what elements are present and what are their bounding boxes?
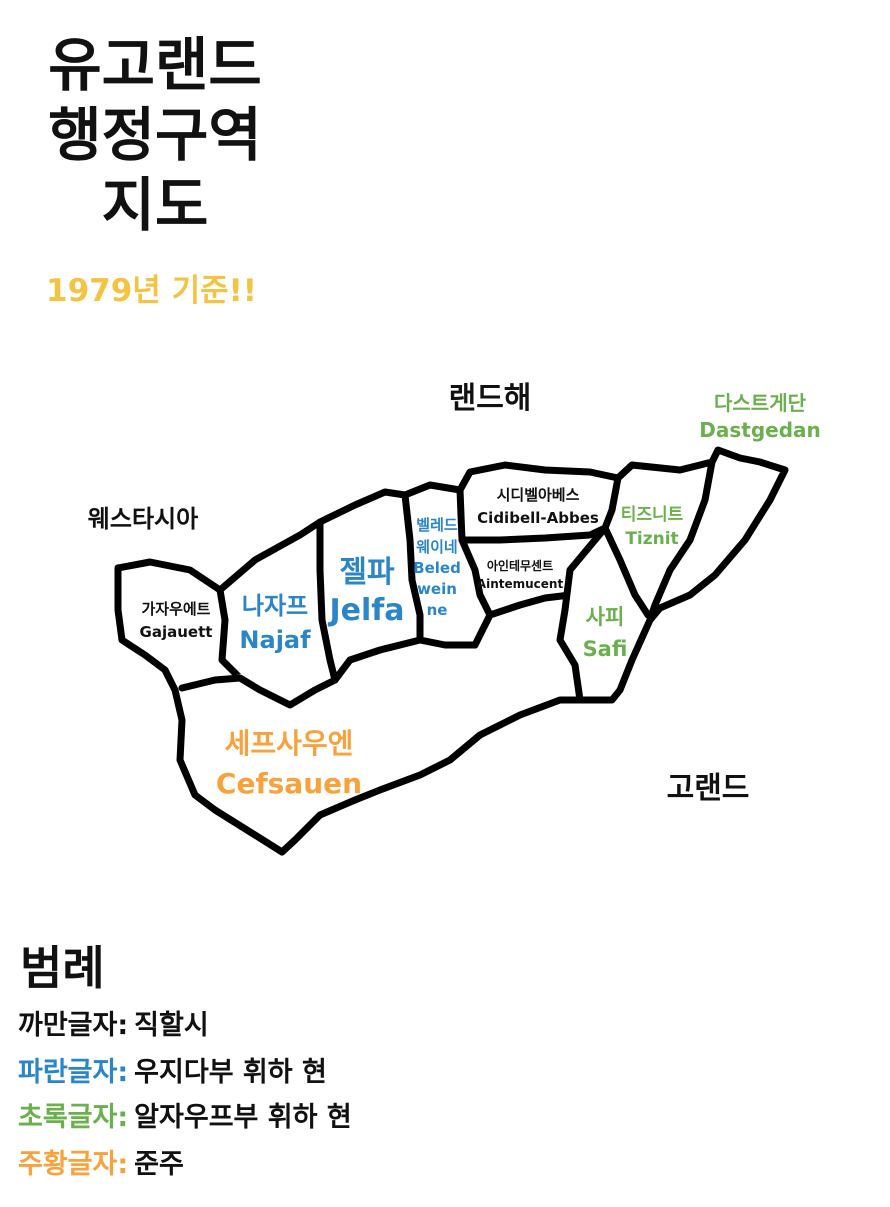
- legend-key: 까만글자:: [18, 1010, 129, 1041]
- legend-row-orange: 주황글자: 준주: [18, 1142, 184, 1181]
- boundary-gajauett-najaf: [216, 586, 244, 682]
- label-gajauett-ko: 가자우에트: [141, 600, 210, 618]
- label-beledweine-ko-1: 벨레드: [416, 516, 458, 534]
- label-gajauett-en: Gajauett: [140, 623, 213, 641]
- label-cefsauen-en: Cefsauen: [216, 767, 362, 800]
- boundary-tiznit-safi: [601, 524, 652, 619]
- boundary-najaf-jelfa: [316, 518, 339, 684]
- label-dastgedan-en: Dastgedan: [699, 418, 821, 442]
- label-safi-en: Safi: [583, 637, 628, 661]
- title-line-1: 유고랜드: [48, 31, 262, 99]
- boundary-cefsauen-north: [178, 591, 574, 709]
- label-jelfa-en: Jelfa: [327, 593, 404, 628]
- legend-value: 알자우프부 휘하 현: [134, 1102, 352, 1133]
- label-najaf-en: Najaf: [239, 626, 311, 654]
- label-safi-ko: 사피: [586, 605, 625, 629]
- boundary-jelfa-beledweine: [401, 491, 424, 644]
- label-tiznit-ko: 티즈니트: [621, 505, 684, 525]
- boundary-cidibell-aintemucent: [458, 524, 609, 544]
- label-cidibell-ko: 시디벨아베스: [497, 486, 580, 504]
- legend-title: 범례: [20, 941, 105, 995]
- title-line-2: 행정구역: [48, 101, 262, 169]
- legend-key: 파란글자:: [18, 1057, 129, 1088]
- label-aintemucent-ko: 아인테무센트: [487, 558, 553, 573]
- legend-row-green: 초록글자: 알자우프부 휘하 현: [18, 1095, 352, 1134]
- label-north-sea: 랜드해: [449, 381, 532, 416]
- label-dastgedan-ko: 다스트게단: [714, 391, 807, 415]
- label-beledweine-en-3: ne: [427, 601, 448, 619]
- legend-row-black: 까만글자: 직할시: [18, 1003, 209, 1042]
- label-tiznit-en: Tiznit: [625, 529, 678, 549]
- label-aintemucent-en: Aintemucent: [477, 577, 564, 591]
- legend-value: 직할시: [134, 1010, 209, 1041]
- title-line-3: 지도: [101, 171, 209, 239]
- label-south-east: 고랜드: [667, 771, 750, 806]
- boundary-cidibell-tiznit: [556, 474, 622, 704]
- administrative-map: 랜드해 웨스타시아 고랜드 다스트게단 Dastgedan 가자우에트 Gaja…: [88, 381, 821, 856]
- label-west: 웨스타시아: [88, 505, 198, 533]
- boundary-beledweine-cidibell: [456, 486, 494, 619]
- legend-key: 주황글자:: [18, 1149, 129, 1180]
- boundary-tiznit-dastgedan: [646, 458, 716, 624]
- legend-key: 초록글자:: [18, 1102, 129, 1133]
- label-beledweine-ko-2: 웨이네: [416, 538, 457, 556]
- label-cidibell-en: Cidibell-Abbes: [477, 509, 599, 527]
- map-title: 유고랜드 행정구역 지도: [20, 30, 290, 240]
- legend-row-blue: 파란글자: 우지다부 휘하 현: [18, 1050, 327, 1089]
- label-najaf-ko: 나자프: [242, 592, 308, 620]
- legend-value: 우지다부 휘하 현: [134, 1057, 327, 1088]
- map-subtitle: 1979년 기준!!: [46, 273, 257, 309]
- legend-value: 준주: [134, 1149, 184, 1180]
- label-jelfa-ko: 젤파: [339, 555, 395, 590]
- label-cefsauen-ko: 세프사우엔: [225, 727, 354, 760]
- label-beledweine-en-2: wein: [417, 580, 457, 598]
- label-beledweine-en-1: Beled: [413, 559, 461, 577]
